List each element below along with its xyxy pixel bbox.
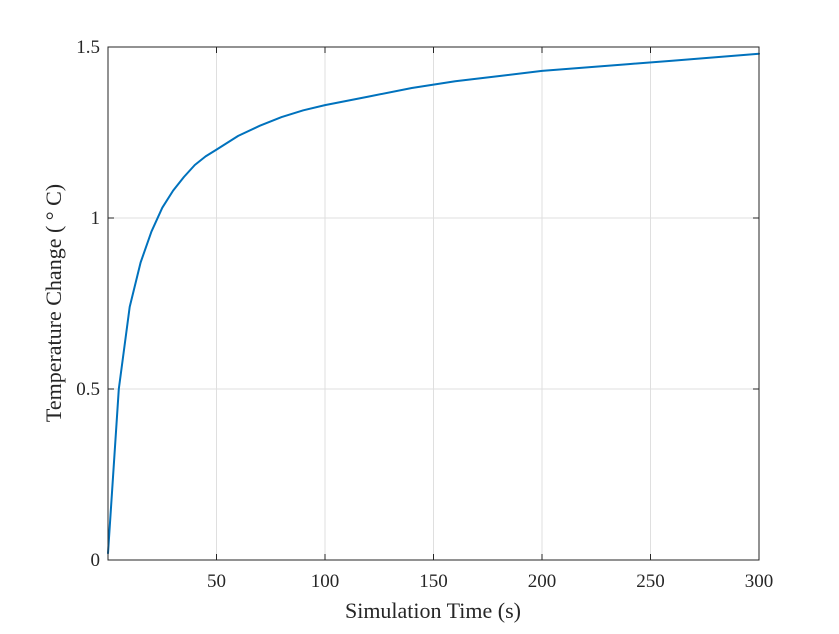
x-tick-label: 100 [311,571,340,592]
x-tick-label: 250 [636,571,665,592]
y-tick-label: 1 [91,208,101,229]
x-axis-label: Simulation Time (s) [345,598,521,623]
series-line [107,52,760,555]
y-tick-label: 1.5 [76,37,100,58]
series-layer [107,52,760,555]
x-tick-label: 150 [419,571,448,592]
x-tick-label: 50 [207,571,226,592]
ticks [108,46,760,561]
y-tick-labels: 0 0.5 1 1.5 [76,37,100,571]
y-axis-label: Temperature Change ( ° C) [41,184,66,422]
x-tick-label: 200 [528,571,557,592]
y-tick-label: 0 [91,550,101,571]
y-tick-label: 0.5 [76,379,100,400]
x-tick-labels: 50 100 150 200 250 300 [207,571,773,592]
x-tick-label: 300 [745,571,774,592]
